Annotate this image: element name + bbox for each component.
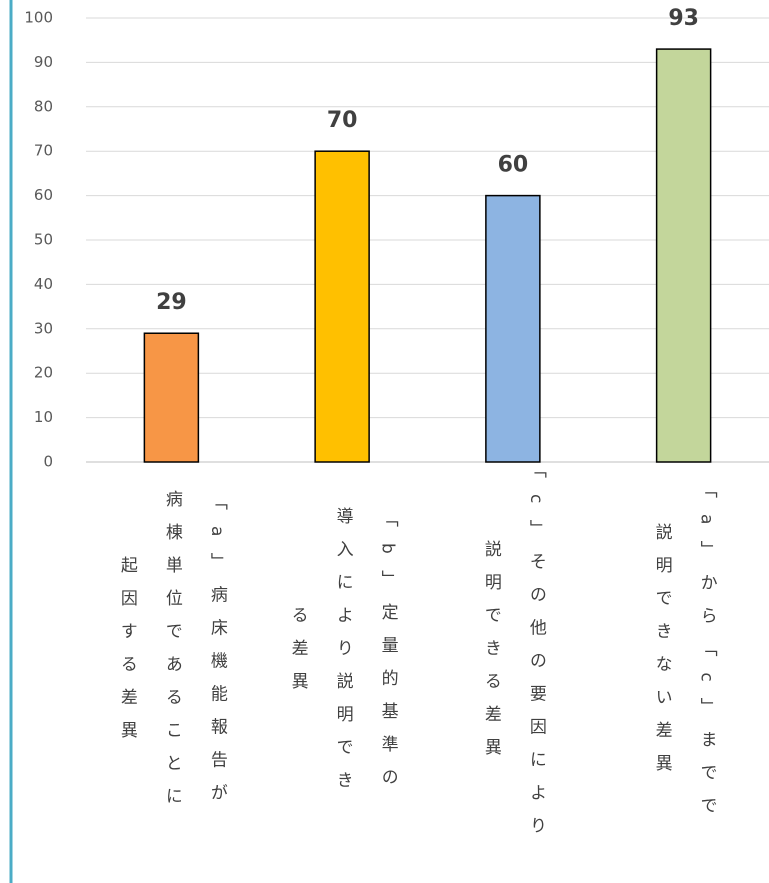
y-tick-label: 90 <box>34 53 53 71</box>
data-label: 60 <box>498 153 529 178</box>
bar <box>485 194 541 463</box>
data-label: 93 <box>668 6 699 31</box>
y-tick-label: 50 <box>34 231 53 249</box>
x-tick-label: 「b」定量的基準の導入により説明できる差異 <box>287 506 398 804</box>
y-tick-label: 30 <box>34 319 53 337</box>
bar <box>655 48 712 463</box>
x-tick-label: 「a」から「c」までで説明できない差異 <box>651 480 717 830</box>
y-tick-label: 60 <box>34 186 53 204</box>
y-tick-label: 100 <box>24 9 53 27</box>
y-tick-label: 80 <box>34 97 53 115</box>
y-tick-label: 40 <box>34 275 53 293</box>
x-tick-label: 「c」その他の要因により説明できる差異 <box>480 460 546 850</box>
y-tick-label: 70 <box>34 142 53 160</box>
bar <box>143 332 200 463</box>
y-tick-label: 20 <box>34 364 53 382</box>
data-label: 70 <box>327 108 358 133</box>
bar <box>314 150 370 463</box>
x-tick-label: 「a」病床機能報告が病棟単位であることに起因する差異 <box>116 490 227 820</box>
data-label: 29 <box>156 290 187 315</box>
y-tick-label: 10 <box>34 408 53 426</box>
y-tick-label: 0 <box>43 453 53 471</box>
